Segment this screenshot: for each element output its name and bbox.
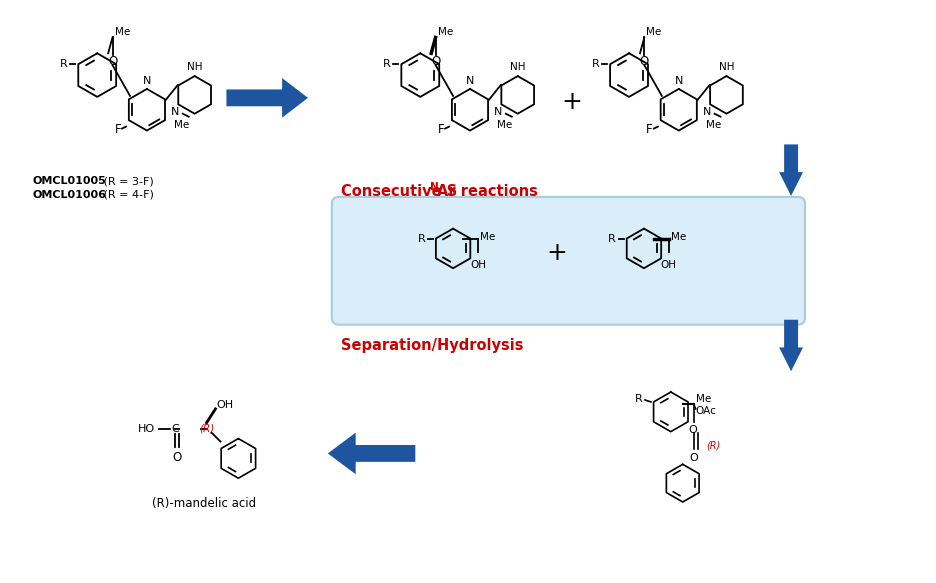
Text: HO: HO <box>138 424 154 434</box>
Text: Me: Me <box>646 26 661 37</box>
Text: Me: Me <box>174 120 189 129</box>
Polygon shape <box>227 78 308 118</box>
Text: N: N <box>674 76 682 86</box>
Text: Me: Me <box>114 26 129 37</box>
Text: O: O <box>689 454 697 463</box>
Text: NH: NH <box>718 62 734 72</box>
Text: (R): (R) <box>198 424 214 434</box>
Text: OMCL01005: OMCL01005 <box>33 176 107 186</box>
Text: +: + <box>546 241 566 265</box>
Text: N: N <box>170 107 179 117</box>
Text: +: + <box>561 90 581 114</box>
Text: NH: NH <box>186 62 202 72</box>
Text: N: N <box>142 76 151 86</box>
Text: (R): (R) <box>706 441 720 451</box>
Text: Me: Me <box>497 120 512 129</box>
Text: R: R <box>417 234 425 244</box>
Text: F: F <box>646 123 652 136</box>
Text: O: O <box>431 55 440 68</box>
Text: N: N <box>493 107 502 117</box>
Text: N: N <box>702 107 710 117</box>
Text: Me: Me <box>706 120 721 129</box>
Text: F: F <box>114 123 121 136</box>
FancyBboxPatch shape <box>331 197 804 325</box>
Text: R: R <box>382 59 390 69</box>
Text: N: N <box>430 182 438 192</box>
Text: Consecutive S: Consecutive S <box>341 184 457 199</box>
Text: O: O <box>639 55 649 68</box>
Text: Me: Me <box>479 231 494 241</box>
Text: OAc: OAc <box>695 406 716 416</box>
Text: Me: Me <box>695 394 710 404</box>
Text: OH: OH <box>660 260 676 271</box>
Text: F: F <box>437 123 444 136</box>
Text: OH: OH <box>470 260 486 271</box>
Text: R: R <box>607 234 616 244</box>
Text: R: R <box>635 394 642 404</box>
Text: O: O <box>108 55 117 68</box>
Text: OMCL01006: OMCL01006 <box>33 190 107 200</box>
Text: (R = 4-F): (R = 4-F) <box>100 190 154 200</box>
Text: Me: Me <box>670 231 685 241</box>
Text: Separation/Hydrolysis: Separation/Hydrolysis <box>341 338 522 353</box>
Text: O: O <box>172 451 182 465</box>
Text: Ar reactions: Ar reactions <box>437 184 537 199</box>
Text: R: R <box>591 59 599 69</box>
Text: (R = 3-F): (R = 3-F) <box>100 176 154 186</box>
Text: OH: OH <box>216 400 233 410</box>
Text: O: O <box>688 425 696 435</box>
Text: C: C <box>170 424 179 434</box>
Polygon shape <box>779 319 802 371</box>
Polygon shape <box>328 433 415 474</box>
Text: Me: Me <box>437 26 452 37</box>
Polygon shape <box>779 145 802 196</box>
Text: NH: NH <box>509 62 525 72</box>
Text: N: N <box>465 76 474 86</box>
Text: R: R <box>60 59 67 69</box>
Text: (R)-mandelic acid: (R)-mandelic acid <box>152 497 256 511</box>
